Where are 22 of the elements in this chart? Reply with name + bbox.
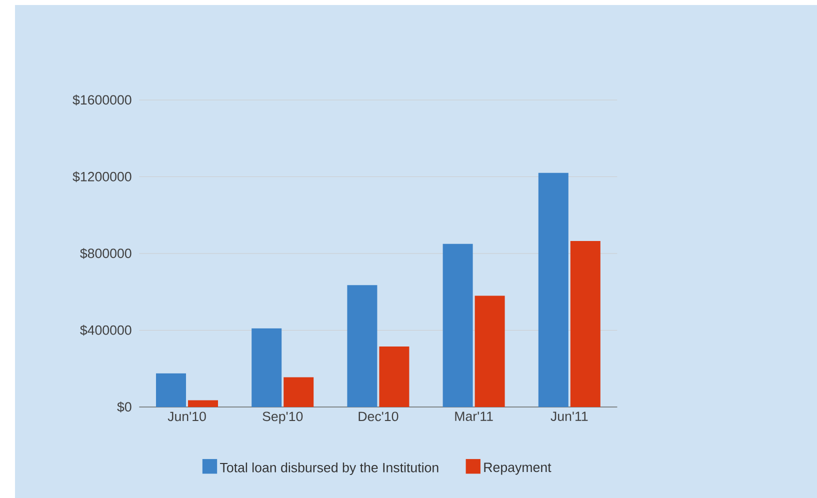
y-tick-label: $400000 bbox=[80, 324, 132, 336]
bar bbox=[474, 296, 505, 407]
bar bbox=[347, 285, 378, 407]
bar bbox=[252, 328, 282, 407]
legend-label: Repayment bbox=[484, 462, 552, 475]
bar bbox=[442, 244, 473, 407]
bar bbox=[188, 400, 218, 407]
x-tick-label: Sep'10 bbox=[262, 412, 303, 424]
bar bbox=[379, 346, 410, 407]
bar bbox=[284, 377, 314, 407]
x-tick-label: Jun'10 bbox=[168, 412, 206, 422]
y-tick-label: $800000 bbox=[80, 248, 132, 259]
bar bbox=[156, 373, 186, 407]
x-tick-label: Mar'11 bbox=[455, 412, 493, 421]
legend-label: Total loan disbursed by the Institution bbox=[220, 462, 438, 475]
y-tick-label: $1200000 bbox=[72, 171, 132, 182]
x-tick-label: Jun'11 bbox=[550, 412, 588, 421]
y-tick-label: $0 bbox=[117, 402, 132, 412]
y-tick-label: $1600000 bbox=[72, 94, 132, 106]
bar bbox=[538, 172, 568, 407]
x-tick-label: Dec'10 bbox=[358, 412, 398, 422]
bar bbox=[570, 241, 600, 407]
